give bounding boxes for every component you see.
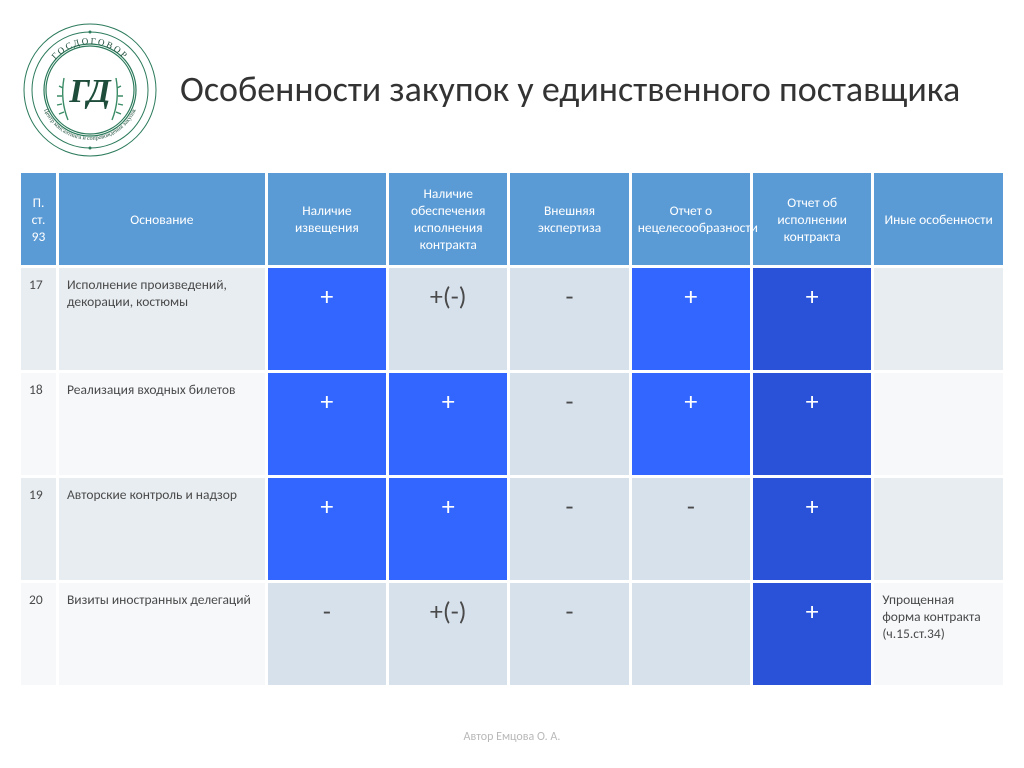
col-header-other: Иные особенности — [874, 173, 1003, 265]
cell-basis: Исполнение произведений, декорации, кост… — [59, 268, 265, 370]
cell-mark: - — [510, 478, 628, 580]
col-header-notice: Наличие извещения — [268, 173, 386, 265]
table-row: 20Визиты иностранных делегаций-+(-)-+Упр… — [21, 583, 1003, 685]
cell-num: 17 — [21, 268, 56, 370]
cell-num: 18 — [21, 373, 56, 475]
cell-other: Упрощенная форма контракта (ч.15.ст.34) — [874, 583, 1003, 685]
cell-num: 19 — [21, 478, 56, 580]
cell-mark: + — [268, 373, 386, 475]
cell-basis: Визиты иностранных делегаций — [59, 583, 265, 685]
logo-monogram: ГД — [68, 73, 112, 110]
table-header-row: П. ст. 93 Основание Наличие извещения На… — [21, 173, 1003, 265]
table-row: 17Исполнение произведений, декорации, ко… — [21, 268, 1003, 370]
cell-mark: - — [268, 583, 386, 685]
cell-mark: + — [753, 268, 871, 370]
features-table: П. ст. 93 Основание Наличие извещения На… — [18, 170, 1006, 688]
cell-mark: - — [510, 373, 628, 475]
cell-mark: - — [510, 268, 628, 370]
cell-mark: + — [632, 268, 750, 370]
cell-mark: + — [268, 478, 386, 580]
logo: ГОСДОГОВОР Центр консалтинга и сопровожд… — [20, 20, 160, 160]
col-header-exec: Отчет об исполнении контракта — [753, 173, 871, 265]
col-header-inexp: Отчет о нецелесообразности — [632, 173, 750, 265]
cell-mark: + — [389, 478, 507, 580]
col-header-basis: Основание — [59, 173, 265, 265]
table-row: 18Реализация входных билетов++-++ — [21, 373, 1003, 475]
cell-mark: + — [632, 373, 750, 475]
cell-other — [874, 268, 1003, 370]
cell-mark: - — [632, 478, 750, 580]
slide-header: ГОСДОГОВОР Центр консалтинга и сопровожд… — [0, 0, 1024, 170]
col-header-security: Наличие обеспечения исполнения контракта — [389, 173, 507, 265]
slide-footer: Автор Емцова О. А. — [0, 730, 1024, 744]
cell-num: 20 — [21, 583, 56, 685]
page-title: Особенности закупок у единственного пост… — [180, 68, 960, 111]
cell-other — [874, 373, 1003, 475]
col-header-num: П. ст. 93 — [21, 173, 56, 265]
cell-basis: Реализация входных билетов — [59, 373, 265, 475]
cell-mark: +(-) — [389, 583, 507, 685]
cell-mark: + — [753, 478, 871, 580]
cell-mark — [632, 583, 750, 685]
table-row: 19Авторские контроль и надзор++--+ — [21, 478, 1003, 580]
cell-mark: + — [753, 583, 871, 685]
cell-mark: +(-) — [389, 268, 507, 370]
cell-basis: Авторские контроль и надзор — [59, 478, 265, 580]
cell-mark: - — [510, 583, 628, 685]
col-header-expertise: Внешняя экспертиза — [510, 173, 628, 265]
cell-mark: + — [753, 373, 871, 475]
cell-other — [874, 478, 1003, 580]
table-container: П. ст. 93 Основание Наличие извещения На… — [0, 170, 1024, 688]
cell-mark: + — [389, 373, 507, 475]
cell-mark: + — [268, 268, 386, 370]
